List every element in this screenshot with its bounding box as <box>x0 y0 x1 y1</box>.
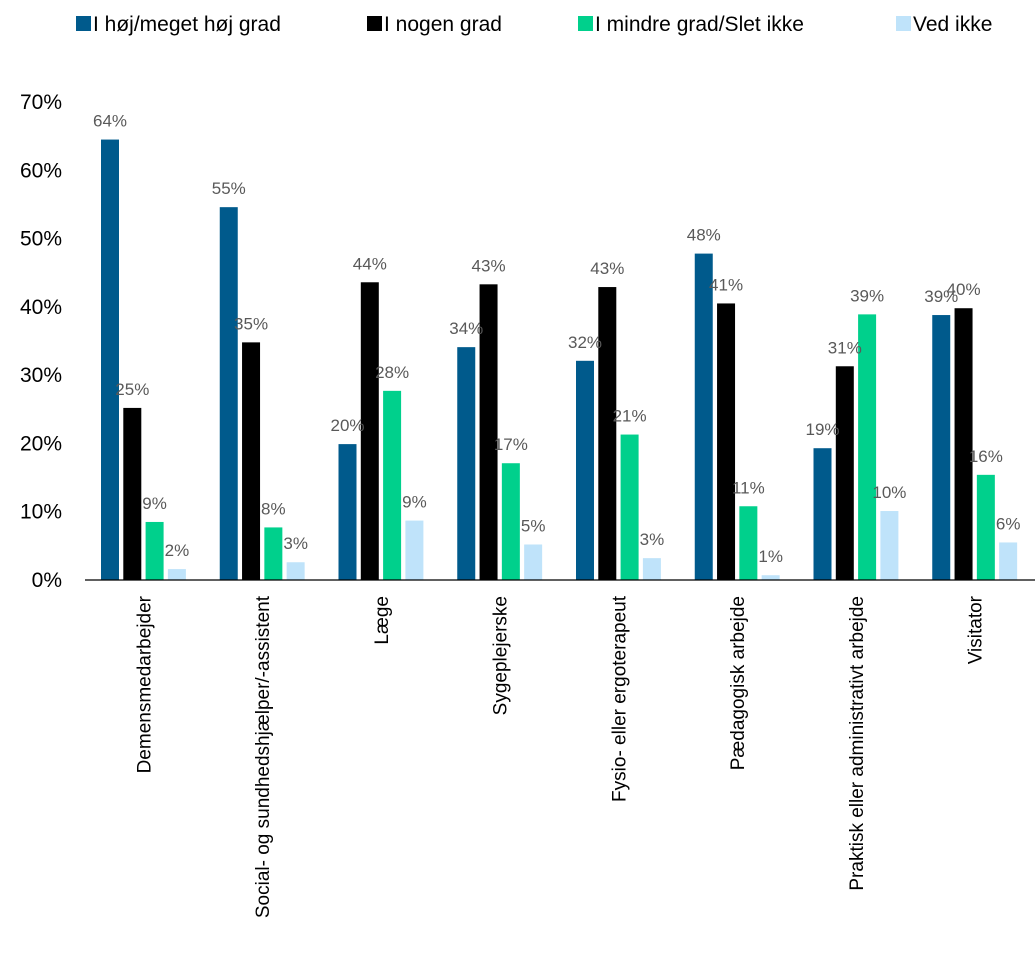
data-label: 25% <box>115 380 149 399</box>
x-category-label: Fysio- eller ergoterapeut <box>609 595 630 802</box>
bar-i-høj-meget-høj-grad-pædagogisk-arbejde <box>694 253 713 580</box>
bar-i-mindre-grad-slet-ikke-pædagogisk-arbejde <box>739 506 758 580</box>
legend-item-i-høj-meget-høj-grad: I høj/meget høj grad <box>76 13 281 36</box>
legend-label: Ved ikke <box>913 13 992 36</box>
bar-ved-ikke-pædagogisk-arbejde <box>761 575 780 580</box>
y-tick-label: 10% <box>20 501 62 524</box>
data-label: 41% <box>709 275 743 294</box>
data-label: 9% <box>142 494 167 513</box>
data-label: 6% <box>996 514 1021 533</box>
data-label: 39% <box>850 286 884 305</box>
bar-ved-ikke-social-og-sundhedshjælper-assistent <box>286 562 305 580</box>
data-label: 19% <box>805 420 839 439</box>
data-label: 21% <box>613 407 647 426</box>
bar-i-høj-meget-høj-grad-praktisk-eller-administrativt-arbejde <box>813 448 832 580</box>
legend-label: I nogen grad <box>384 13 502 36</box>
y-tick-label: 50% <box>20 228 62 251</box>
bar-i-høj-meget-høj-grad-læge <box>338 444 357 580</box>
bar-i-nogen-grad-sygeplejerske <box>479 284 498 580</box>
bar-i-nogen-grad-visitator <box>954 308 973 580</box>
bar-ved-ikke-sygeplejerske <box>524 544 543 580</box>
legend-swatch <box>896 16 911 31</box>
bar-i-nogen-grad-praktisk-eller-administrativt-arbejde <box>835 366 854 580</box>
data-labels: 64% 25% 9% 2% 55% 35% 8% 3% 20% 44% 28% 9% 34% 43% 17%… <box>93 112 1020 567</box>
data-label: 10% <box>872 483 906 502</box>
data-label: 32% <box>568 333 602 352</box>
bar-i-nogen-grad-social-og-sundhedshjælper-assistent <box>242 342 261 580</box>
data-label: 34% <box>449 319 483 338</box>
data-label: 2% <box>165 541 190 560</box>
y-tick-label: 60% <box>20 159 62 182</box>
y-tick-label: 70% <box>20 91 62 114</box>
bar-ved-ikke-læge <box>405 520 424 580</box>
data-label: 55% <box>212 179 246 198</box>
y-tick-label: 30% <box>20 364 62 387</box>
bar-i-høj-meget-høj-grad-visitator <box>932 315 951 580</box>
bar-i-mindre-grad-slet-ikke-fysio-eller-ergoterapeut <box>620 434 639 580</box>
bar-i-mindre-grad-slet-ikke-læge <box>383 390 402 580</box>
x-category-label: Praktisk eller administrativt arbejde <box>847 596 868 891</box>
bar-i-nogen-grad-pædagogisk-arbejde <box>717 303 736 580</box>
data-label: 43% <box>590 259 624 278</box>
legend-swatch <box>578 16 593 31</box>
bar-i-høj-meget-høj-grad-demensmedarbejder <box>101 139 119 581</box>
x-category-label: Pædagogisk arbejde <box>728 596 749 770</box>
data-label: 3% <box>283 534 308 553</box>
bar-i-mindre-grad-slet-ikke-demensmedarbejder <box>145 521 164 580</box>
bar-i-mindre-grad-slet-ikke-visitator <box>976 474 995 580</box>
bar-i-nogen-grad-demensmedarbejder <box>123 407 142 580</box>
bar-i-mindre-grad-slet-ikke-social-og-sundhedshjælper-assistent <box>264 527 283 580</box>
legend-item-i-mindre-grad-slet-ikke: I mindre grad/Slet ikke <box>578 13 804 36</box>
data-label: 39% <box>924 287 958 306</box>
x-axis: Demensmedarbejder Social- og sundhedshjæl… <box>85 579 1035 918</box>
data-label: 40% <box>947 280 981 299</box>
chart-legend: I høj/meget høj grad I nogen grad I mindre… <box>76 13 992 36</box>
x-category-label: Visitator <box>966 595 987 664</box>
data-label: 43% <box>472 256 506 275</box>
y-tick-label: 20% <box>20 432 62 455</box>
legend-swatch <box>367 16 382 31</box>
legend-label: I mindre grad/Slet ikke <box>595 13 804 36</box>
data-label: 16% <box>969 447 1003 466</box>
bar-i-mindre-grad-slet-ikke-praktisk-eller-administrativt-arbejde <box>858 314 877 580</box>
data-label: 3% <box>640 530 665 549</box>
bar-series <box>101 139 1018 581</box>
data-label: 17% <box>494 435 528 454</box>
bar-i-nogen-grad-læge <box>360 282 379 580</box>
data-label: 11% <box>732 478 765 497</box>
y-tick-label: 40% <box>20 296 62 319</box>
bar-ved-ikke-visitator <box>999 542 1018 580</box>
y-tick-label: 0% <box>32 569 62 592</box>
data-label: 64% <box>93 112 127 131</box>
x-category-label: Læge <box>372 596 393 645</box>
bar-i-høj-meget-høj-grad-social-og-sundhedshjælper-assistent <box>219 207 238 580</box>
bar-i-mindre-grad-slet-ikke-sygeplejerske <box>501 463 520 580</box>
data-label: 28% <box>375 363 409 382</box>
bar-i-høj-meget-høj-grad-sygeplejerske <box>457 347 476 580</box>
legend-item-ved-ikke: Ved ikke <box>896 13 992 36</box>
legend-swatch <box>76 16 91 31</box>
data-label: 9% <box>402 493 427 512</box>
bar-ved-ikke-demensmedarbejder <box>167 569 186 580</box>
bar-ved-ikke-praktisk-eller-administrativt-arbejde <box>880 511 899 580</box>
data-label: 1% <box>758 547 783 566</box>
data-label: 8% <box>261 499 286 518</box>
bar-ved-ikke-fysio-eller-ergoterapeut <box>642 558 661 580</box>
legend-label: I høj/meget høj grad <box>93 13 281 36</box>
data-label: 20% <box>330 416 364 435</box>
bar-i-høj-meget-høj-grad-fysio-eller-ergoterapeut <box>576 360 594 580</box>
data-label: 35% <box>234 314 268 333</box>
data-label: 5% <box>521 516 546 535</box>
data-label: 48% <box>687 226 721 245</box>
data-label: 31% <box>828 338 862 357</box>
x-category-label: Social- og sundhedshjælper/-assistent <box>253 595 274 918</box>
y-axis: 0% 10% 20% 30% 40% 50% 60% 70% <box>20 91 62 592</box>
data-label: 44% <box>353 254 387 273</box>
legend-item-i-nogen-grad: I nogen grad <box>367 13 502 36</box>
bar-i-nogen-grad-fysio-eller-ergoterapeut <box>598 287 617 580</box>
x-category-label: Demensmedarbejder <box>134 595 155 773</box>
x-category-label: Sygeplejerske <box>491 596 512 715</box>
